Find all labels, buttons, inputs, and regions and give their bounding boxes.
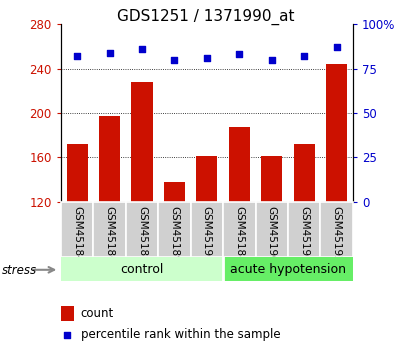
Text: GSM45186: GSM45186 xyxy=(105,206,115,263)
Text: GSM45191: GSM45191 xyxy=(299,206,309,263)
Bar xyxy=(196,156,218,202)
Bar xyxy=(67,144,88,202)
Text: GSM45193: GSM45193 xyxy=(202,206,212,263)
Bar xyxy=(223,202,255,257)
Bar xyxy=(61,306,74,321)
Bar xyxy=(191,202,223,257)
Bar xyxy=(229,127,250,202)
Text: GSM45189: GSM45189 xyxy=(169,206,179,263)
Text: control: control xyxy=(120,263,164,276)
Point xyxy=(333,45,340,50)
Point xyxy=(74,53,81,59)
Point xyxy=(268,57,275,62)
Text: GSM45190: GSM45190 xyxy=(267,206,277,263)
Bar xyxy=(93,202,126,257)
Text: GSM45192: GSM45192 xyxy=(331,206,341,263)
Point xyxy=(204,55,210,61)
Text: GSM45187: GSM45187 xyxy=(137,206,147,263)
Point xyxy=(63,332,70,337)
Bar xyxy=(223,257,353,281)
Text: GDS1251 / 1371990_at: GDS1251 / 1371990_at xyxy=(117,9,294,25)
Bar xyxy=(61,202,93,257)
Point xyxy=(106,50,113,55)
Point xyxy=(301,53,307,59)
Text: GSM45188: GSM45188 xyxy=(234,206,244,263)
Bar xyxy=(126,202,158,257)
Bar xyxy=(261,156,282,202)
Bar xyxy=(61,257,223,281)
Bar xyxy=(288,202,320,257)
Bar xyxy=(326,64,347,202)
Text: count: count xyxy=(81,307,114,320)
Point xyxy=(139,46,145,52)
Bar xyxy=(158,202,191,257)
Text: acute hypotension: acute hypotension xyxy=(230,263,346,276)
Bar xyxy=(131,82,152,202)
Point xyxy=(236,52,243,57)
Text: GSM45184: GSM45184 xyxy=(72,206,82,263)
Point xyxy=(171,57,178,62)
Bar xyxy=(320,202,353,257)
Bar xyxy=(99,116,120,202)
Text: stress: stress xyxy=(2,264,37,277)
Text: percentile rank within the sample: percentile rank within the sample xyxy=(81,328,280,341)
Bar xyxy=(294,144,315,202)
Bar xyxy=(164,182,185,202)
Bar xyxy=(255,202,288,257)
